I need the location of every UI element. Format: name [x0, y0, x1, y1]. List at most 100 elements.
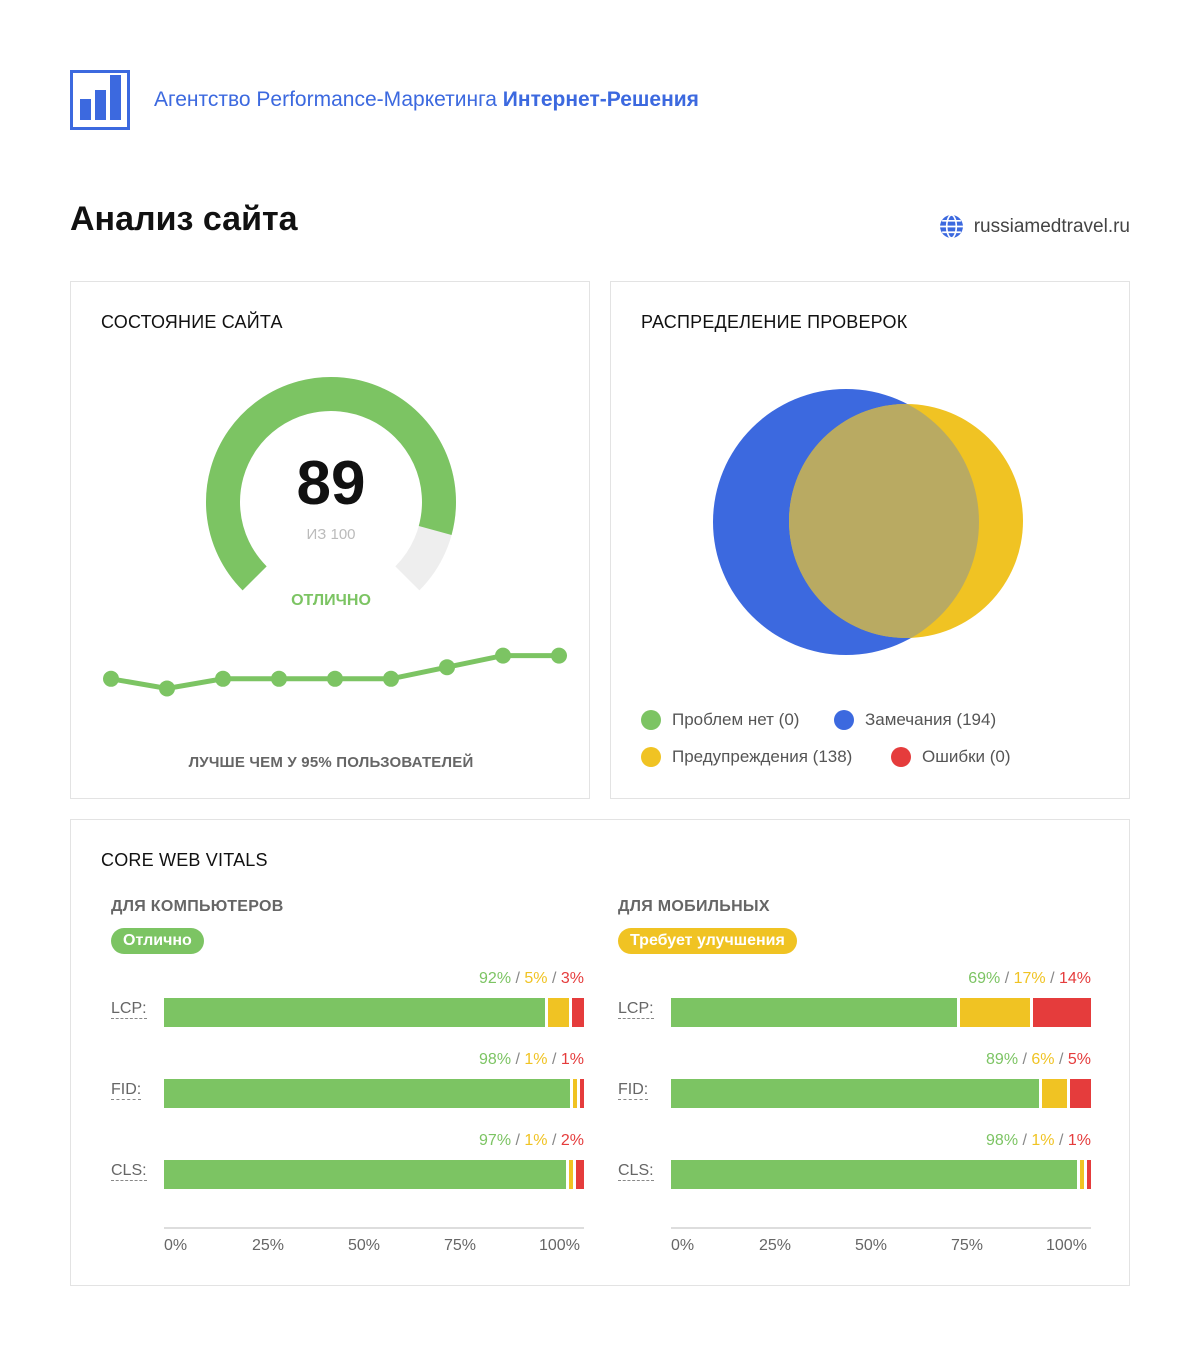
metric-percentages: 92% / 5% / 3% [479, 970, 584, 987]
venn-overlap [789, 404, 979, 638]
trend-point [551, 647, 567, 664]
metric-label[interactable]: CLS: [111, 1162, 147, 1181]
metric-bar [671, 1079, 1091, 1108]
status-badge: Требует улучшения [618, 928, 797, 954]
core-web-vitals-panel: CORE WEB VITALS ДЛЯ КОМПЬЮТЕРОВ Отлично … [70, 819, 1130, 1286]
legend-dot-red [891, 747, 911, 767]
panel-title: СОСТОЯНИЕ САЙТА [101, 312, 283, 332]
segment-needs-improvement [572, 1079, 577, 1108]
metric-row-lcp: LCP: 69% / 17% / 14% [618, 970, 1098, 1030]
metric-bar [164, 1160, 584, 1189]
trend-point [271, 670, 287, 687]
legend-dot-yellow [641, 747, 661, 767]
bar-chart-logo-icon [70, 70, 130, 130]
checks-venn-diagram [713, 389, 1023, 655]
segment-needs-improvement [547, 998, 569, 1027]
metric-percentages: 98% / 1% / 1% [479, 1051, 584, 1068]
metric-percentages: 98% / 1% / 1% [986, 1132, 1091, 1149]
globe-icon [939, 214, 963, 239]
segment-good [164, 1160, 566, 1189]
segment-needs-improvement [1079, 1160, 1084, 1189]
segment-poor [575, 1160, 584, 1189]
score-max: ИЗ 100 [306, 526, 356, 543]
metric-label[interactable]: CLS: [618, 1162, 654, 1181]
legend-label: Предупреждения (138) [672, 747, 853, 766]
cwv-desktop: ДЛЯ КОМПЬЮТЕРОВ Отлично LCP: 92% / 5% / … [111, 890, 591, 1260]
segment-poor [579, 1079, 584, 1108]
segment-good [164, 998, 545, 1027]
trend-point [103, 670, 119, 687]
metric-label[interactable]: LCP: [618, 1000, 654, 1019]
trend-point [327, 670, 343, 687]
cwv-desktop-title: ДЛЯ КОМПЬЮТЕРОВ [111, 898, 284, 915]
segment-poor [1086, 1160, 1091, 1189]
cwv-mobile-title: ДЛЯ МОБИЛЬНЫХ [618, 898, 770, 915]
metric-row-fid: FID: 98% / 1% / 1% [111, 1051, 591, 1111]
axis-line [164, 1227, 584, 1229]
segment-needs-improvement [1042, 1079, 1068, 1108]
site-health-panel: СОСТОЯНИЕ САЙТА 89 ИЗ 100 ОТЛИЧНО ЛУЧШЕ … [70, 281, 590, 799]
site-link[interactable]: russiamedtravel.ru [939, 214, 1130, 239]
legend-label: Замечания (194) [865, 710, 997, 729]
score-trend-line [103, 647, 567, 697]
trend-point [159, 680, 175, 697]
metric-row-cls: CLS: 98% / 1% / 1% [618, 1132, 1098, 1192]
trend-point [495, 647, 511, 664]
better-than-text: ЛУЧШЕ ЧЕМ У 95% ПОЛЬЗОВАТЕЛЕЙ [188, 754, 474, 771]
legend-dot-blue [834, 710, 854, 730]
segment-poor [571, 998, 584, 1027]
axis-tick: 100% [1046, 1237, 1087, 1254]
metric-label[interactable]: LCP: [111, 1000, 147, 1019]
metric-row-cls: CLS: 97% / 1% / 2% [111, 1132, 591, 1192]
trend-point [215, 670, 231, 687]
metric-percentages: 89% / 6% / 5% [986, 1051, 1091, 1068]
page-title: Анализ сайта [70, 200, 298, 238]
legend-item-notes: Замечания (194) [834, 710, 996, 730]
axis-tick: 25% [252, 1237, 285, 1254]
segment-needs-improvement [959, 998, 1031, 1027]
metric-percentages: 69% / 17% / 14% [968, 970, 1091, 987]
metric-bar [671, 1160, 1091, 1189]
legend-item-ok: Проблем нет (0) [641, 710, 799, 730]
trend-point [383, 670, 399, 687]
metric-bar [671, 998, 1091, 1027]
legend-dot-green [641, 710, 661, 730]
axis-tick: 75% [444, 1237, 477, 1254]
axis-tick: 0% [164, 1237, 188, 1254]
metric-bar [164, 1079, 584, 1108]
legend-label: Ошибки (0) [922, 747, 1011, 766]
axis-line [671, 1227, 1091, 1229]
axis-tick: 100% [539, 1237, 580, 1254]
segment-good [671, 998, 957, 1027]
agency-brand: Интернет-Решения [502, 88, 699, 111]
legend-item-errors: Ошибки (0) [891, 747, 1011, 767]
metric-percentages: 97% / 1% / 2% [479, 1132, 584, 1149]
panel-title: CORE WEB VITALS [101, 850, 268, 870]
metric-row-fid: FID: 89% / 6% / 5% [618, 1051, 1098, 1111]
axis-tick: 50% [855, 1237, 888, 1254]
status-badge: Отлично [111, 928, 204, 954]
axis-tick: 50% [348, 1237, 381, 1254]
axis-tick: 25% [759, 1237, 792, 1254]
segment-poor [1033, 998, 1091, 1027]
segment-good [164, 1079, 570, 1108]
segment-good [671, 1079, 1040, 1108]
metric-label[interactable]: FID: [111, 1081, 142, 1100]
panel-title: РАСПРЕДЕЛЕНИЕ ПРОВЕРОК [641, 312, 908, 332]
agency-name: Агентство Performance-Маркетинга Интерне… [154, 88, 699, 112]
trend-point [439, 659, 455, 676]
cwv-mobile: ДЛЯ МОБИЛЬНЫХ Требует улучшения LCP: 69%… [618, 890, 1098, 1260]
score-gauge: 89 ИЗ 100 ОТЛИЧНО [201, 372, 461, 632]
gauge-fill [206, 377, 456, 591]
site-url: russiamedtravel.ru [973, 215, 1130, 237]
legend-label: Проблем нет (0) [672, 710, 800, 729]
segment-good [671, 1160, 1077, 1189]
metric-label[interactable]: FID: [618, 1081, 649, 1100]
checks-distribution-panel: РАСПРЕДЕЛЕНИЕ ПРОВЕРОК Проблем нет (0) З… [610, 281, 1130, 799]
metric-row-lcp: LCP: 92% / 5% / 3% [111, 970, 591, 1030]
metric-bar [164, 998, 584, 1027]
score-value: 89 [296, 449, 366, 518]
segment-needs-improvement [568, 1160, 573, 1189]
segment-poor [1070, 1079, 1091, 1108]
agency-prefix: Агентство Performance-Маркетинга [154, 88, 497, 111]
